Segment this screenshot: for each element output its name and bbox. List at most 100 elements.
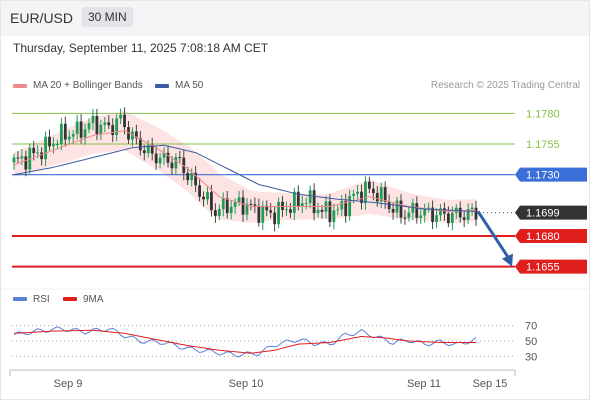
candle — [320, 209, 324, 212]
candle — [344, 201, 348, 216]
timeframe-button[interactable]: 30 MIN — [82, 7, 133, 27]
candle — [210, 192, 213, 211]
candle — [296, 191, 300, 207]
candle — [87, 123, 91, 130]
candle — [233, 202, 237, 207]
candle — [40, 152, 44, 160]
candle — [458, 207, 462, 218]
timestamp: Thursday, September 11, 2025 7:08:18 AM … — [13, 41, 269, 55]
candle — [269, 210, 273, 213]
candle — [249, 203, 253, 205]
candle — [119, 114, 123, 119]
candle — [213, 210, 217, 216]
ma20-swatch — [13, 83, 27, 88]
candle — [470, 207, 474, 209]
legend-ma20-label: MA 20 + Bollinger Bands — [33, 80, 143, 91]
candle — [348, 195, 352, 216]
candle — [415, 203, 419, 218]
candle — [407, 212, 411, 218]
candle — [241, 197, 245, 215]
rsi-legend-label: 9MA — [83, 294, 104, 305]
price-level-tag — [515, 205, 587, 220]
candle — [16, 157, 20, 159]
candle — [202, 196, 205, 200]
candle — [146, 144, 150, 154]
candle — [52, 144, 55, 147]
candle — [24, 156, 28, 170]
candle — [439, 208, 442, 216]
candle — [75, 121, 79, 135]
candle — [67, 136, 71, 140]
candle — [395, 200, 399, 213]
ma50-swatch — [155, 83, 169, 88]
candle — [71, 134, 75, 137]
candle — [190, 172, 194, 181]
candle — [178, 157, 182, 159]
rsi-legend-swatch — [63, 297, 77, 301]
candle — [371, 188, 375, 193]
price-level-label: 1.1699 — [526, 208, 560, 220]
candle — [427, 207, 431, 209]
candle — [221, 198, 225, 210]
candle — [312, 190, 316, 214]
candle — [229, 206, 233, 214]
candle — [115, 118, 119, 136]
candle — [304, 203, 308, 205]
candle — [217, 209, 221, 216]
projection-arrow — [476, 210, 511, 260]
candle — [253, 204, 257, 206]
candle — [95, 115, 99, 135]
candle — [131, 131, 134, 140]
candle — [356, 191, 359, 194]
candle — [83, 129, 87, 138]
price-level-label: 1.1755 — [526, 139, 560, 151]
projection-arrowhead — [502, 253, 513, 267]
candle — [419, 215, 423, 218]
price-level-label: 1.1680 — [526, 231, 560, 243]
candle — [399, 200, 403, 218]
candle — [186, 172, 190, 181]
price-level-tag — [515, 259, 587, 274]
candle — [336, 209, 340, 211]
candle — [435, 215, 438, 223]
candle — [237, 197, 241, 203]
candle — [142, 150, 146, 154]
candle — [20, 156, 24, 159]
candle — [198, 185, 201, 197]
candle — [300, 203, 304, 207]
candle — [265, 205, 269, 211]
candle — [387, 201, 391, 209]
price-level-label: 1.1780 — [526, 108, 560, 120]
rsi-tick-label: 50 — [525, 336, 537, 348]
legend-ma20: MA 20 + Bollinger Bands — [13, 80, 143, 91]
price-level-tag — [515, 167, 587, 182]
header-bar: EUR/USD 30 MIN — [0, 0, 590, 36]
ma20-line — [13, 129, 477, 213]
candle — [127, 127, 130, 140]
candle — [375, 192, 379, 202]
candle — [91, 115, 95, 124]
rsi-tick-label: 30 — [525, 351, 537, 363]
candle — [277, 201, 280, 225]
candle — [261, 205, 265, 223]
candle — [111, 125, 115, 136]
candle — [44, 136, 47, 160]
candle — [79, 121, 83, 138]
candle — [103, 122, 107, 125]
candle — [56, 144, 59, 146]
x-axis-label: Sep 11 — [407, 378, 441, 390]
candle — [194, 172, 198, 186]
candle — [59, 123, 63, 145]
x-axis-label: Sep 15 — [473, 378, 508, 390]
candle — [352, 193, 356, 196]
candle — [328, 201, 332, 223]
candle — [332, 210, 336, 223]
candle — [63, 123, 67, 140]
candle — [32, 147, 36, 154]
candle — [36, 152, 40, 154]
candle — [423, 208, 427, 216]
candle — [289, 209, 292, 213]
rsi-legend-label: RSI — [33, 294, 50, 305]
candle — [123, 114, 126, 128]
candle — [150, 144, 154, 154]
